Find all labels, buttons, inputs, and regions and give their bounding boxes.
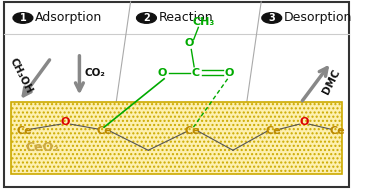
Text: CH₃: CH₃ xyxy=(193,17,215,27)
Text: O: O xyxy=(61,117,70,127)
Text: O: O xyxy=(158,68,167,78)
Circle shape xyxy=(262,13,282,23)
Text: O: O xyxy=(225,68,234,78)
Text: Ce: Ce xyxy=(96,126,112,136)
Text: 2: 2 xyxy=(143,13,150,23)
Text: Ce: Ce xyxy=(17,126,33,136)
Text: CeO₂: CeO₂ xyxy=(26,141,59,154)
Text: CO₂: CO₂ xyxy=(84,68,105,78)
Circle shape xyxy=(13,13,33,23)
Text: 3: 3 xyxy=(268,13,275,23)
Text: Ce: Ce xyxy=(329,126,345,136)
Text: 1: 1 xyxy=(19,13,26,23)
Text: Ce: Ce xyxy=(184,126,200,136)
Text: Ce: Ce xyxy=(266,126,281,136)
Circle shape xyxy=(137,13,156,23)
FancyBboxPatch shape xyxy=(11,102,342,174)
Text: Reaction: Reaction xyxy=(159,12,213,24)
Text: O: O xyxy=(299,117,309,127)
Text: DMC: DMC xyxy=(321,67,341,96)
Text: C: C xyxy=(192,68,200,78)
Text: CH₃OH: CH₃OH xyxy=(7,56,34,95)
Text: Desorption: Desorption xyxy=(284,12,352,24)
Text: Adsorption: Adsorption xyxy=(35,12,102,24)
Text: O: O xyxy=(185,39,194,48)
